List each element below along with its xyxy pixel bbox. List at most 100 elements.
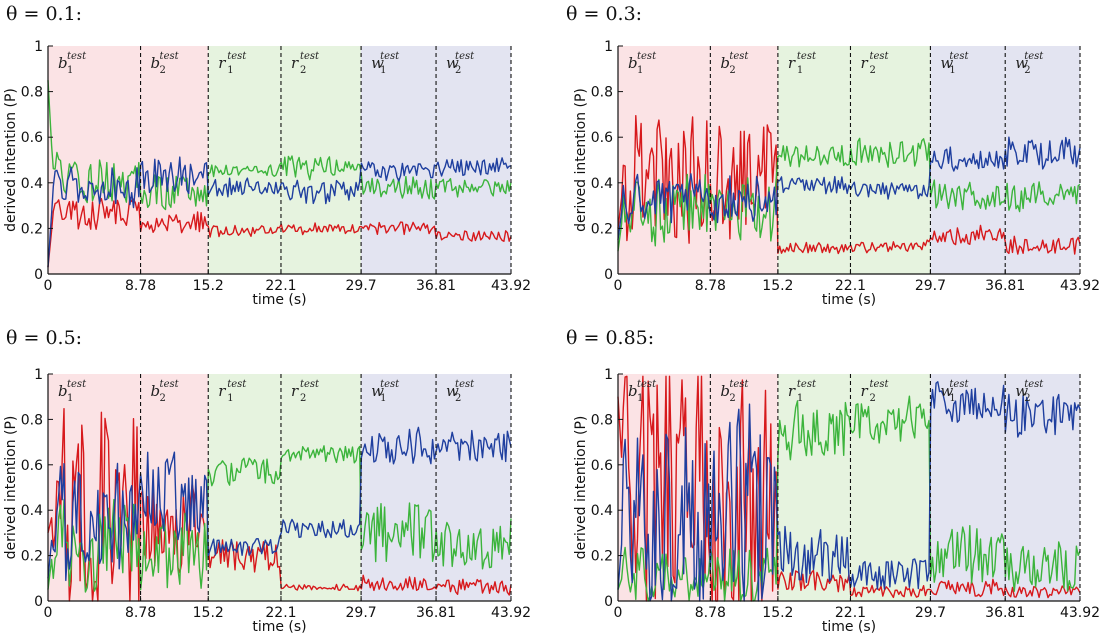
x-tick-label: 29.7 xyxy=(346,278,377,294)
segment-label-base: b xyxy=(628,382,638,400)
segment-label-subscript: 2 xyxy=(160,65,166,76)
segment-label-w1: w1 test xyxy=(371,51,400,76)
x-tick-label: 15.2 xyxy=(193,605,224,621)
y-tick-label: 0.6 xyxy=(591,458,613,474)
y-axis-label: derived intention (P) xyxy=(573,88,589,232)
series-line-blue xyxy=(617,136,1081,240)
y-tick-label: 0 xyxy=(34,267,43,283)
segment-label-r2: r 2 test xyxy=(860,51,889,76)
y-tick-label: 0.6 xyxy=(21,130,43,146)
segment-label-w2: w2 test xyxy=(1015,51,1044,76)
segment-label-subscript: 1 xyxy=(949,393,955,404)
x-tick-label: 15.2 xyxy=(762,278,793,294)
x-tick-label: 22.1 xyxy=(835,278,866,294)
segment-label-superscript: test xyxy=(637,51,657,62)
segment-label-superscript: test xyxy=(949,51,969,62)
segment-label-base: r xyxy=(291,382,299,400)
x-tick-label: 8.78 xyxy=(125,605,156,621)
y-tick-label: 0 xyxy=(604,594,613,610)
y-tick-label: 0.4 xyxy=(21,503,43,519)
x-axis-label: time (s) xyxy=(252,619,306,635)
x-tick-label: 43.92 xyxy=(1060,605,1100,621)
segment-label-superscript: test xyxy=(637,379,657,390)
x-tick-label: 22.1 xyxy=(265,278,296,294)
x-tick-label: 29.7 xyxy=(915,605,946,621)
segment-band xyxy=(208,46,281,274)
y-tick-label: 0.8 xyxy=(21,85,43,101)
segment-label-b2: b 2 test xyxy=(151,379,180,404)
x-tick-label: 0 xyxy=(614,278,623,294)
segment-label-w1: w1 test xyxy=(940,379,969,404)
segment-label-b2: b 2 test xyxy=(720,51,749,76)
segment-label-superscript: test xyxy=(797,379,817,390)
x-tick-label: 22.1 xyxy=(265,605,296,621)
segment-label-subscript: 2 xyxy=(869,393,875,404)
segment-label-base: b xyxy=(628,54,638,72)
series-line-blue xyxy=(47,426,512,582)
segment-label-superscript: test xyxy=(227,51,247,62)
y-tick-label: 0.8 xyxy=(591,412,613,428)
segment-label-subscript: 1 xyxy=(380,393,386,404)
segment-label-subscript: 1 xyxy=(227,65,233,76)
segment-band xyxy=(361,374,437,601)
segment-label-subscript: 1 xyxy=(637,65,643,76)
y-tick-label: 0.2 xyxy=(591,221,613,237)
segment-label-w2: w2 test xyxy=(1015,379,1044,404)
segment-band xyxy=(436,374,511,601)
segment-label-r1: r 1 test xyxy=(218,51,247,76)
x-tick-label: 0 xyxy=(614,605,623,621)
series-line-blue xyxy=(47,156,512,268)
y-tick-label: 0.4 xyxy=(591,176,613,192)
segment-band xyxy=(140,46,209,274)
segment-label-superscript: test xyxy=(160,379,180,390)
series-line-red xyxy=(47,408,512,602)
segment-label-subscript: 1 xyxy=(380,65,386,76)
segment-label-b1: b 1 test xyxy=(628,51,657,76)
segment-label-subscript: 2 xyxy=(1024,65,1030,76)
segment-label-base: r xyxy=(788,54,796,72)
x-tick-label: 36.81 xyxy=(416,278,456,294)
x-tick-label: 0 xyxy=(44,278,53,294)
segment-band xyxy=(48,46,141,274)
segment-label-subscript: 2 xyxy=(300,393,306,404)
segment-label-base: r xyxy=(218,54,226,72)
segment-label-subscript: 1 xyxy=(637,393,643,404)
y-tick-label: 0.2 xyxy=(591,549,613,565)
y-tick-label: 0.6 xyxy=(591,130,613,146)
x-axis-label: time (s) xyxy=(822,619,876,635)
y-tick-label: 0.8 xyxy=(21,412,43,428)
x-tick-label: 15.2 xyxy=(762,605,793,621)
y-axis-label: derived intention (P) xyxy=(3,88,19,232)
series-line-green xyxy=(47,445,512,593)
segment-label-subscript: 1 xyxy=(797,65,803,76)
x-tick-label: 36.81 xyxy=(985,278,1025,294)
segment-label-base: b xyxy=(58,54,68,72)
segment-label-superscript: test xyxy=(869,379,889,390)
chart-title: θ = 0.5: xyxy=(6,327,82,349)
segment-label-superscript: test xyxy=(67,51,87,62)
segment-label-base: w xyxy=(371,382,384,400)
segment-label-superscript: test xyxy=(1024,51,1044,62)
segment-label-subscript: 2 xyxy=(300,65,306,76)
segment-label-subscript: 2 xyxy=(455,65,461,76)
segment-label-base: w xyxy=(1015,382,1028,400)
x-tick-label: 0 xyxy=(44,605,53,621)
segment-label-superscript: test xyxy=(300,51,320,62)
x-tick-label: 43.92 xyxy=(1060,278,1100,294)
segment-label-subscript: 1 xyxy=(227,393,233,404)
segment-label-superscript: test xyxy=(729,51,749,62)
segment-label-base: r xyxy=(291,54,299,72)
segment-label-base: b xyxy=(720,54,730,72)
segment-label-base: r xyxy=(860,54,868,72)
chart-title: θ = 0.1: xyxy=(6,3,82,25)
segment-label-base: w xyxy=(371,54,384,72)
x-tick-label: 29.7 xyxy=(915,278,946,294)
series-line-red xyxy=(47,196,512,268)
y-tick-label: 0 xyxy=(604,267,613,283)
y-tick-label: 0.2 xyxy=(21,549,43,565)
x-tick-label: 8.78 xyxy=(695,605,726,621)
y-axis-label: derived intention (P) xyxy=(3,416,19,560)
segment-label-w2: w2 test xyxy=(446,51,475,76)
